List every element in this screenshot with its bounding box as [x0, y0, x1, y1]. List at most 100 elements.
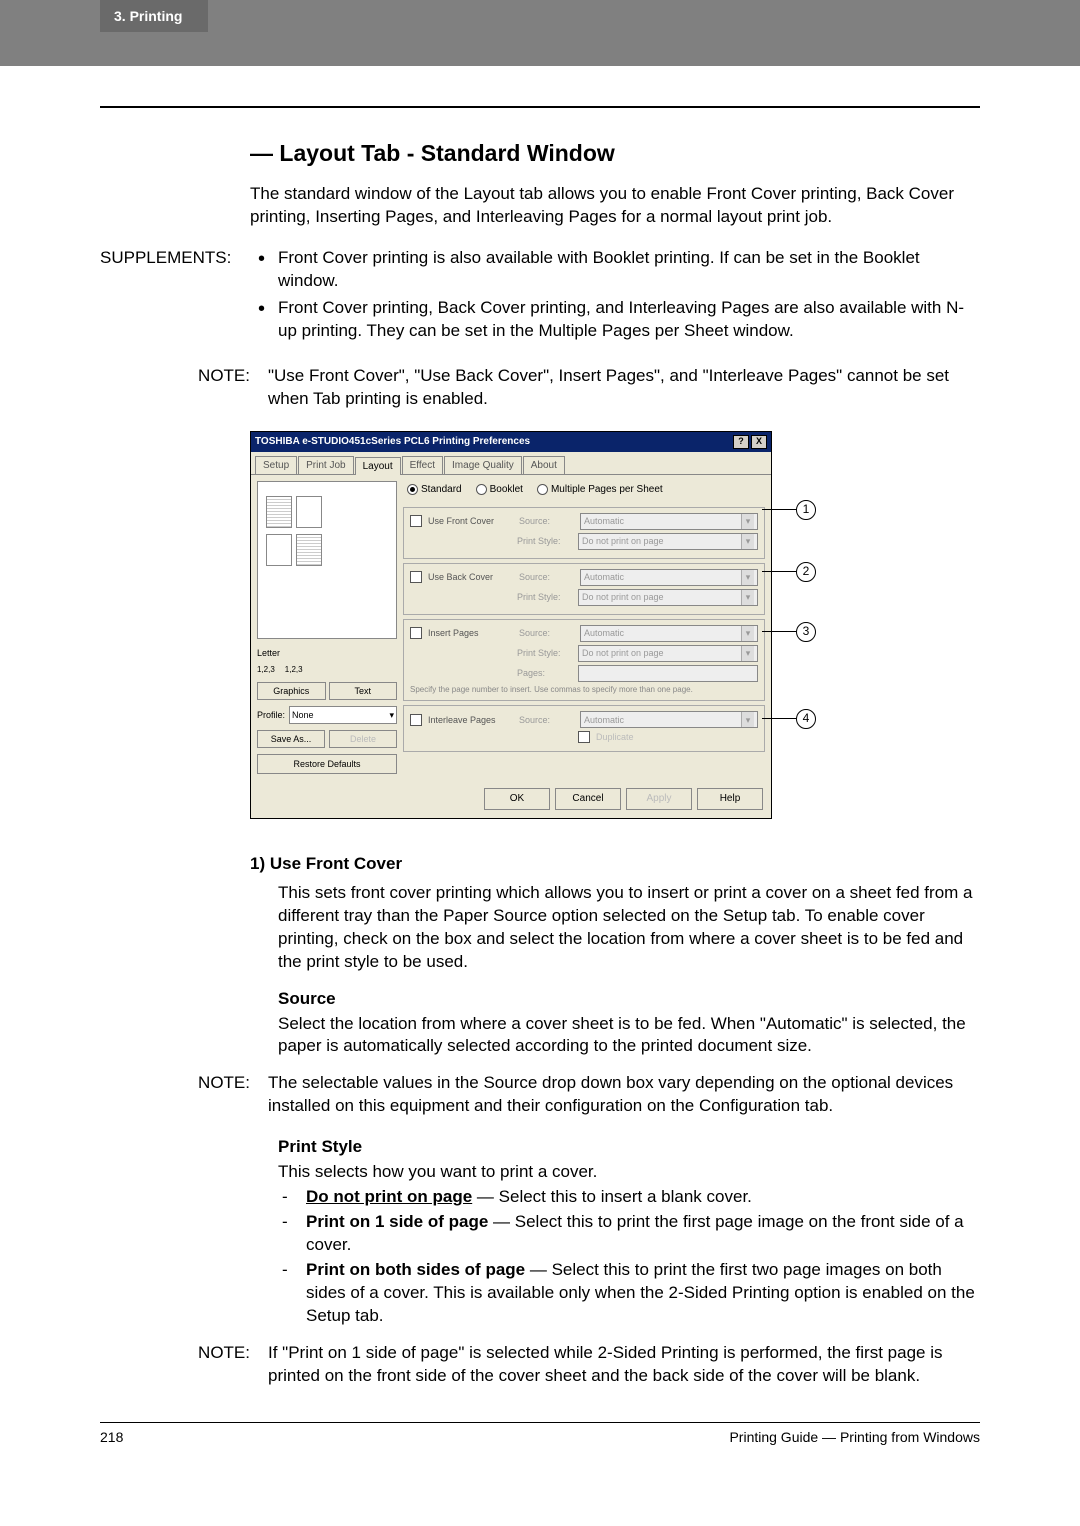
graphics-button[interactable]: Graphics: [257, 682, 326, 700]
interleave-group: Interleave Pages Source: Automatic▾ Dupl…: [403, 705, 765, 752]
front-source-select[interactable]: Automatic▾: [580, 513, 758, 530]
range-label: 1,2,3: [257, 665, 275, 676]
option-bold: Print on both sides of page: [306, 1260, 525, 1279]
item-1-title: 1) Use Front Cover: [250, 853, 980, 876]
radio-icon: [407, 484, 418, 495]
dialog-title: TOSHIBA e-STUDIO451cSeries PCL6 Printing…: [255, 435, 530, 449]
cancel-button[interactable]: Cancel: [555, 788, 621, 810]
page-number: 218: [100, 1429, 123, 1445]
list-item: -Print on 1 side of page — Select this t…: [278, 1211, 980, 1257]
print-style-label: Print Style:: [517, 535, 572, 547]
back-style-select[interactable]: Do not print on page ▾: [578, 589, 758, 606]
breadcrumb: 3. Printing: [100, 0, 208, 32]
front-style-select[interactable]: Do not print on page▾: [578, 533, 758, 550]
back-source-select[interactable]: Automatic ▾: [580, 569, 758, 586]
chevron-down-icon: ▾: [741, 590, 754, 605]
range-label: 1,2,3: [285, 665, 303, 676]
radio-standard[interactable]: Standard: [407, 483, 462, 497]
close-icon[interactable]: X: [751, 435, 767, 449]
supplements-block: SUPPLEMENTS: Front Cover printing is als…: [100, 247, 980, 347]
save-as-button[interactable]: Save As...: [257, 730, 325, 748]
tab-layout[interactable]: Layout: [355, 457, 401, 476]
radio-booklet[interactable]: Booklet: [476, 483, 523, 497]
page-footer: 218 Printing Guide — Printing from Windo…: [100, 1422, 980, 1445]
tab-image-quality[interactable]: Image Quality: [444, 456, 522, 475]
radio-label: Standard: [421, 483, 462, 497]
source-label: Source:: [519, 515, 574, 527]
print-preferences-dialog: TOSHIBA e-STUDIO451cSeries PCL6 Printing…: [250, 431, 772, 819]
insert-pages-input[interactable]: [578, 665, 758, 682]
apply-button[interactable]: Apply: [626, 788, 692, 810]
paper-size-label: Letter: [257, 647, 397, 659]
dialog-titlebar: TOSHIBA e-STUDIO451cSeries PCL6 Printing…: [251, 432, 771, 452]
source-label: Source:: [519, 627, 574, 639]
option-bold: Print on 1 side of page: [306, 1212, 488, 1231]
radio-label: Multiple Pages per Sheet: [551, 483, 663, 497]
interleave-checkbox[interactable]: [410, 714, 422, 726]
ok-button[interactable]: OK: [484, 788, 550, 810]
radio-multiple-pages[interactable]: Multiple Pages per Sheet: [537, 483, 663, 497]
source-heading: Source: [278, 988, 980, 1011]
insert-source-select[interactable]: Automatic ▾: [580, 625, 758, 642]
note-text: "Use Front Cover", "Use Back Cover", Ins…: [268, 365, 980, 411]
print-style-options: -Do not print on page — Select this to i…: [278, 1186, 980, 1328]
source-text: Select the location from where a cover s…: [278, 1013, 980, 1059]
callout-3: 3: [796, 622, 816, 642]
callout-line: [762, 631, 796, 633]
item-1-text: This sets front cover printing which all…: [278, 882, 980, 974]
use-back-cover-label: Use Back Cover: [428, 571, 513, 583]
select-value: Automatic: [584, 714, 624, 726]
chevron-down-icon: ▾: [741, 646, 754, 661]
select-value: Automatic: [584, 627, 624, 639]
tab-print-job[interactable]: Print Job: [298, 456, 353, 475]
use-back-cover-checkbox[interactable]: [410, 571, 422, 583]
tab-about[interactable]: About: [523, 456, 565, 475]
callout-4: 4: [796, 709, 816, 729]
duplicate-checkbox[interactable]: [578, 731, 590, 743]
use-front-cover-label: Use Front Cover: [428, 515, 513, 527]
help-icon[interactable]: ?: [733, 435, 749, 449]
print-style-label: Print Style:: [517, 647, 572, 659]
section-intro: The standard window of the Layout tab al…: [250, 183, 980, 229]
insert-hint: Specify the page number to insert. Use c…: [410, 685, 758, 696]
insert-pages-checkbox[interactable]: [410, 627, 422, 639]
profile-label: Profile:: [257, 709, 285, 721]
text-button[interactable]: Text: [329, 682, 398, 700]
top-rule: [100, 106, 980, 108]
front-cover-group: Use Front Cover Source: Automatic▾ Print…: [403, 507, 765, 559]
radio-icon: [537, 484, 548, 495]
chevron-down-icon: ▾: [741, 626, 754, 641]
callout-line: [762, 718, 796, 720]
interleave-source-select[interactable]: Automatic ▾: [580, 711, 758, 728]
tab-effect[interactable]: Effect: [402, 456, 443, 475]
use-front-cover-checkbox[interactable]: [410, 515, 422, 527]
callout-line: [762, 571, 796, 573]
supplements-label: SUPPLEMENTS:: [100, 247, 250, 270]
supplement-item: Front Cover printing, Back Cover printin…: [250, 297, 980, 343]
chevron-down-icon: ▾: [741, 570, 754, 585]
profile-select[interactable]: None▾: [289, 706, 397, 724]
insert-pages-group: Insert Pages Source: Automatic▾ Print St…: [403, 619, 765, 702]
note-label: NOTE:: [100, 365, 268, 388]
restore-defaults-button[interactable]: Restore Defaults: [257, 754, 397, 774]
footer-right: Printing Guide — Printing from Windows: [729, 1429, 980, 1445]
select-value: Automatic: [584, 571, 624, 583]
radio-icon: [476, 484, 487, 495]
note-label: NOTE:: [100, 1072, 268, 1095]
profile-value: None: [292, 709, 314, 721]
insert-style-select[interactable]: Do not print on page▾: [578, 645, 758, 662]
pages-label: Pages:: [517, 667, 572, 679]
tab-setup[interactable]: Setup: [255, 456, 297, 475]
note-label: NOTE:: [100, 1342, 268, 1365]
delete-button[interactable]: Delete: [329, 730, 397, 748]
select-value: Do not print on page: [582, 591, 664, 603]
chevron-down-icon: ▾: [741, 712, 754, 727]
option-text: — Select this to insert a blank cover.: [472, 1187, 752, 1206]
dialog-tabs: Setup Print Job Layout Effect Image Qual…: [251, 452, 771, 476]
back-cover-group: Use Back Cover Source: Automatic▾ Print …: [403, 563, 765, 615]
list-item: -Print on both sides of page — Select th…: [278, 1259, 980, 1328]
print-style-label: Print Style:: [517, 591, 572, 603]
note-block: NOTE: "Use Front Cover", "Use Back Cover…: [100, 365, 980, 411]
list-item: -Do not print on page — Select this to i…: [278, 1186, 980, 1209]
help-button[interactable]: Help: [697, 788, 763, 810]
